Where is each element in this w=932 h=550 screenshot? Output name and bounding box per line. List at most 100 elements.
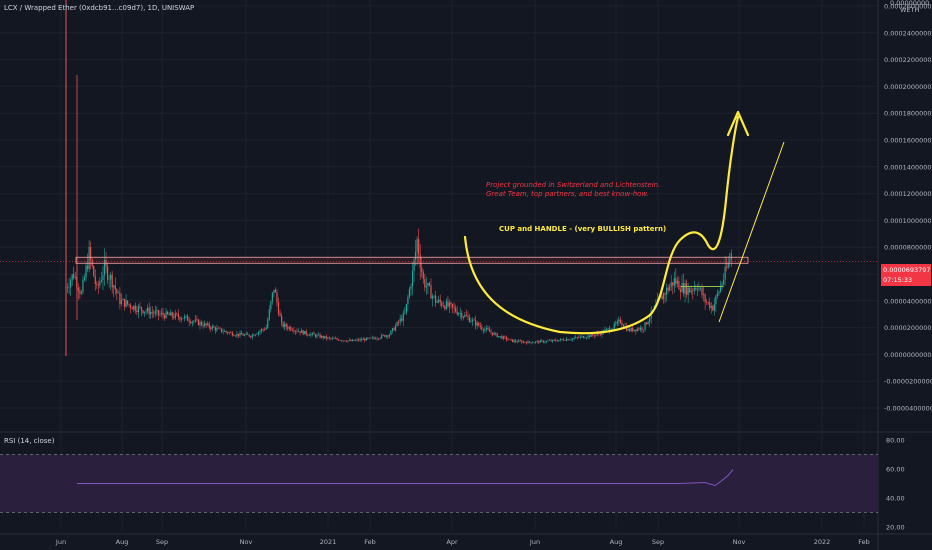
- candle-body: [645, 322, 648, 325]
- candle-body: [619, 319, 621, 323]
- candle-body: [715, 296, 717, 305]
- candle-body: [678, 280, 680, 290]
- candle-body: [539, 340, 541, 343]
- candle-body: [113, 285, 115, 288]
- candle-body: [270, 301, 272, 310]
- candle-body: [91, 259, 93, 267]
- y-tick-label: -0.0000400000: [884, 405, 932, 413]
- candle-body: [516, 341, 518, 343]
- candle-body: [410, 286, 412, 290]
- candle-body: [71, 274, 73, 281]
- candle-body: [97, 284, 99, 286]
- candle-body: [442, 305, 444, 307]
- candle-body: [127, 300, 129, 305]
- candle-body: [413, 259, 415, 271]
- candle-body: [414, 251, 417, 260]
- candle-body: [213, 326, 215, 328]
- axis-unit: 0.00000000 WETH: [890, 0, 929, 14]
- candle-body: [231, 332, 233, 336]
- candle-body: [160, 312, 163, 314]
- candle-body: [709, 302, 711, 308]
- candle-body: [134, 305, 136, 311]
- candle-body: [615, 323, 617, 325]
- candle-body: [154, 311, 156, 314]
- candle-body: [504, 336, 506, 338]
- candle-body: [407, 297, 409, 304]
- candle-body: [548, 340, 551, 342]
- candle-body: [147, 307, 149, 312]
- candle-body: [462, 316, 464, 318]
- x-tick-label: Nov: [733, 538, 746, 546]
- candle-body: [669, 286, 671, 291]
- candle-body: [131, 307, 133, 310]
- candle-body: [567, 339, 569, 341]
- candle-body: [411, 270, 414, 287]
- y-tick-label: 0.0001400000: [884, 163, 932, 171]
- candle-body: [208, 323, 210, 328]
- candle-body: [114, 285, 116, 290]
- candle-body: [416, 239, 418, 252]
- project-annotation: Project grounded in Switzerland and Lich…: [486, 181, 660, 199]
- candle-body: [170, 312, 172, 316]
- last-price-value: 0.0000693797: [883, 266, 931, 274]
- y-tick-label: 0.0002200000: [884, 56, 932, 64]
- x-tick-label: Sep: [156, 538, 168, 546]
- candle-body: [216, 328, 218, 331]
- axis-unit-line2: WETH: [899, 6, 920, 14]
- candle-body: [515, 340, 517, 342]
- rsi-header: RSI (14, close): [4, 437, 55, 445]
- candle-body: [496, 333, 498, 338]
- candle-body: [405, 303, 407, 313]
- candle-body: [639, 327, 642, 330]
- candle-body: [695, 287, 697, 290]
- x-tick-label: Jun: [55, 538, 66, 546]
- y-tick-label: 0.0001000000: [884, 217, 932, 225]
- candle-body: [461, 313, 463, 318]
- candle-body: [541, 340, 543, 342]
- candle-body: [304, 331, 306, 335]
- candle-body: [696, 289, 698, 290]
- candle-body: [339, 340, 341, 342]
- candle-body: [260, 329, 263, 331]
- candle-body: [592, 333, 594, 336]
- candle-body: [70, 280, 72, 288]
- candle-body: [245, 333, 247, 335]
- candle-body: [253, 334, 255, 336]
- candle-body: [495, 333, 497, 334]
- candle-body: [593, 335, 595, 336]
- candle-body: [99, 281, 101, 286]
- candle-body: [706, 302, 708, 303]
- candle-body: [458, 313, 460, 315]
- candle-body: [568, 339, 571, 341]
- candle-body: [242, 334, 244, 336]
- candle-body: [268, 309, 270, 320]
- candle-body: [79, 290, 81, 294]
- candle-body: [439, 299, 441, 303]
- candle-body: [347, 340, 349, 342]
- candle-body: [77, 287, 79, 291]
- candle-body: [570, 339, 572, 341]
- x-tick-label: Feb: [364, 538, 376, 546]
- candle-body: [444, 306, 446, 310]
- candle-body: [382, 335, 384, 336]
- candle-body: [487, 328, 489, 330]
- candle-body: [649, 318, 651, 322]
- y-tick-label: 0.0000200000: [884, 324, 932, 332]
- candle-body: [82, 280, 84, 293]
- candle-body: [302, 330, 304, 335]
- candle-body: [299, 331, 301, 333]
- candle-body: [427, 283, 429, 287]
- candle-body: [481, 326, 483, 330]
- y-tick-label: 0.0001600000: [884, 137, 932, 145]
- candle-body: [433, 295, 435, 297]
- handle-line: [681, 286, 723, 287]
- candle-body: [465, 314, 467, 316]
- candle-body: [251, 334, 253, 338]
- candle-body: [471, 319, 474, 322]
- candle-body: [455, 307, 457, 312]
- candle-body: [353, 339, 355, 341]
- candle-body: [100, 280, 103, 282]
- candle-body: [625, 325, 628, 331]
- candle-body: [456, 311, 458, 315]
